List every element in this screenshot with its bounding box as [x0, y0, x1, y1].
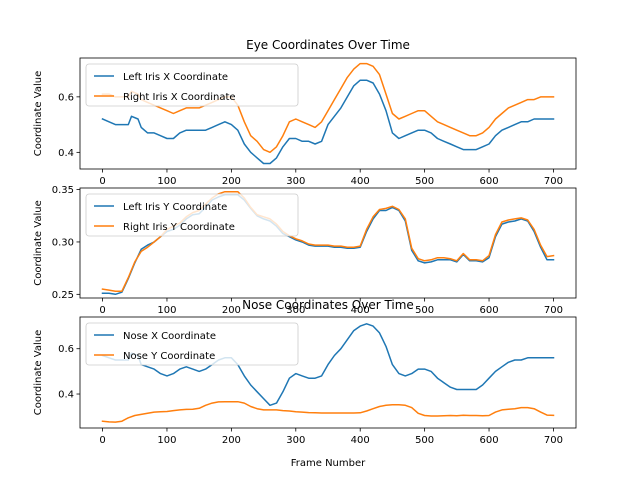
x-tick-label: 600 [479, 176, 498, 187]
x-tick-label: 700 [544, 176, 563, 187]
subplot-1: 0 100 200 300 400 500 600 700 0.4 0.6 Coordinate V… [33, 57, 577, 187]
series-line-1-2 [101, 62, 555, 154]
x-tick-label: 200 [222, 305, 241, 316]
x-axis-label: Frame Number [291, 458, 366, 469]
y-axis-label: Coordinate Value [33, 330, 44, 415]
x-tick-label: 300 [286, 176, 305, 187]
legend-label: Nose Y Coordinate [123, 351, 215, 362]
series-line-3-2 [101, 400, 555, 423]
x-tick-label: 500 [415, 435, 434, 446]
x-tick-label: 400 [351, 435, 370, 446]
x-tick-label: 500 [415, 176, 434, 187]
y-tick-label: 0.6 [58, 344, 74, 355]
legend-box [85, 193, 299, 237]
x-tick-label: 300 [286, 435, 305, 446]
axes-frame [79, 57, 577, 170]
x-tick-label: 300 [286, 305, 305, 316]
y-tick-label: 0.6 [58, 92, 74, 103]
chart-title: Nose Coordinates Over Time [242, 298, 414, 312]
legend-label: Nose X Coordinate [123, 331, 216, 342]
legend: Left Iris X Coordinate Right Iris X Coord… [85, 63, 299, 107]
x-tick-label: 400 [351, 305, 370, 316]
x-tick-label: 200 [222, 176, 241, 187]
x-tick-label: 500 [415, 305, 434, 316]
subplot-2: 0 100 200 300 400 500 600 700 0.25 0.30 0.35 Coordi… [33, 185, 577, 316]
y-axis-label: Coordinate Value [33, 200, 44, 285]
x-tick-label: 0 [99, 305, 105, 316]
chart-title: Eye Coordinates Over Time [246, 38, 410, 52]
legend-label: Right Iris Y Coordinate [123, 222, 235, 233]
legend-label: Left Iris X Coordinate [123, 72, 228, 83]
legend-box [85, 322, 299, 366]
x-tick-label: 100 [157, 305, 176, 316]
axes-frame [79, 316, 577, 429]
x-tick-label: 600 [479, 435, 498, 446]
legend-label: Right Iris X Coordinate [123, 92, 236, 103]
x-tick-label: 100 [157, 176, 176, 187]
x-tick-label: 700 [544, 435, 563, 446]
axes-frame [79, 187, 577, 299]
y-tick-label: 0.25 [52, 290, 74, 301]
legend: Nose X Coordinate Nose Y Coordinate [85, 322, 299, 366]
x-tick-label: 0 [99, 435, 105, 446]
legend: Left Iris Y Coordinate Right Iris Y Coord… [85, 193, 299, 237]
x-tick-label: 200 [222, 435, 241, 446]
x-tick-label: 0 [99, 176, 105, 187]
x-tick-label: 400 [351, 176, 370, 187]
subplot-3: 0 100 200 300 400 500 600 700 0.4 0.6 Coordinate V… [33, 316, 577, 446]
series-line-1-1 [101, 79, 555, 165]
y-tick-label: 0.35 [52, 185, 74, 196]
x-tick-label: 100 [157, 435, 176, 446]
y-tick-label: 0.4 [58, 390, 74, 401]
y-tick-label: 0.30 [52, 237, 74, 248]
x-tick-label: 700 [544, 305, 563, 316]
legend-box [85, 63, 299, 107]
series-line-3-1 [101, 323, 555, 407]
y-tick-label: 0.4 [58, 148, 74, 159]
x-tick-label: 600 [479, 305, 498, 316]
legend-label: Left Iris Y Coordinate [123, 202, 227, 213]
y-axis-label: Coordinate Value [33, 71, 44, 156]
